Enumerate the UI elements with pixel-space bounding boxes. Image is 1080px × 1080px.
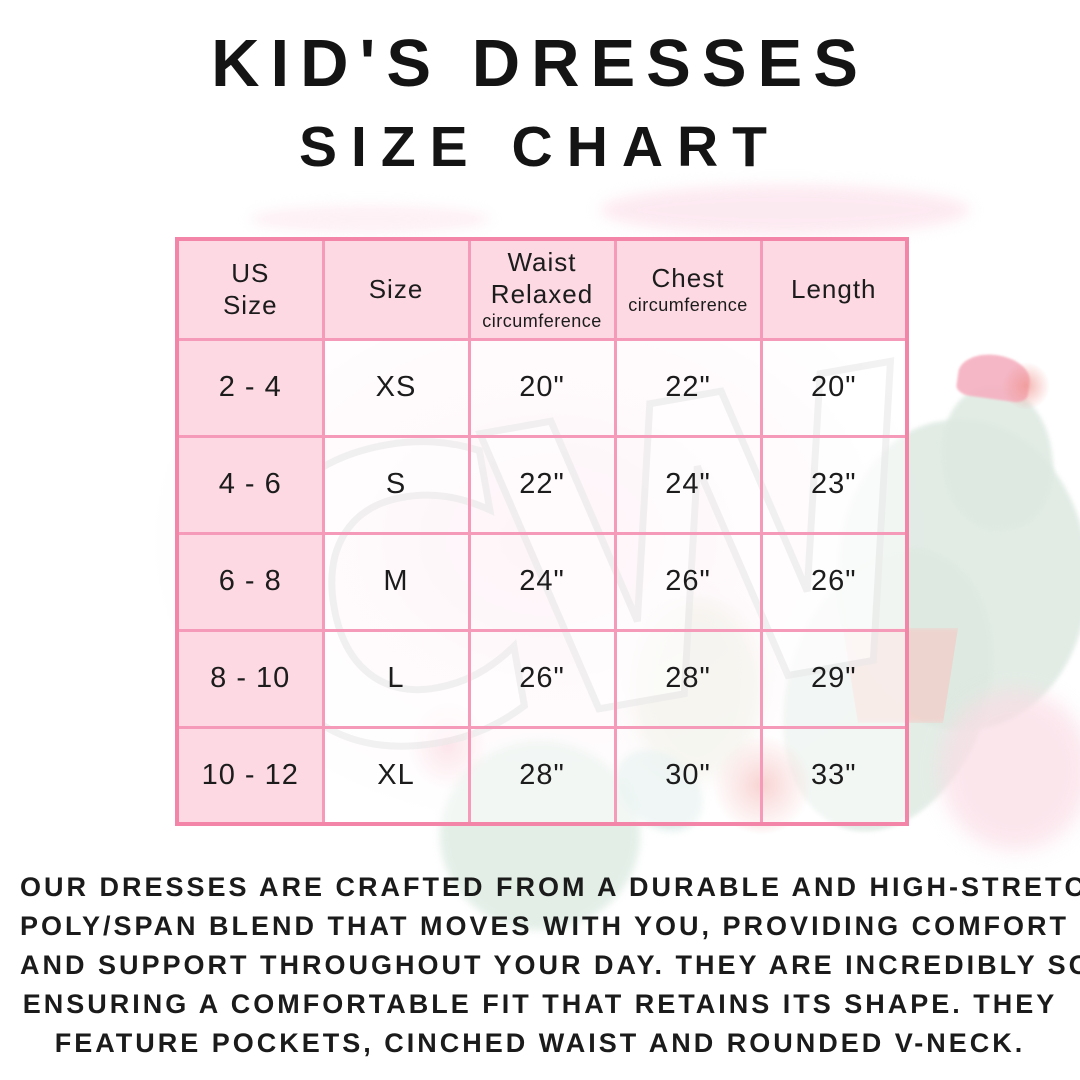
pink-wash-bottom-right (940, 690, 1080, 850)
description-line: AND SUPPORT THROUGHOUT YOUR DAY. THEY AR… (20, 950, 1080, 980)
header-length: Length (759, 237, 909, 341)
pink-wash-top-middle (250, 205, 490, 233)
chest-cell: 28" (613, 628, 763, 729)
size-cell: XL (321, 725, 471, 826)
chest-cell: 22" (613, 337, 763, 438)
chest-cell: 26" (613, 531, 763, 632)
pink-wash-top-right (600, 185, 970, 235)
length-cell: 23" (759, 434, 909, 535)
length-cell: 33" (759, 725, 909, 826)
waist-cell: 26" (467, 628, 617, 729)
description-line: FEATURE POCKETS, CINCHED WAIST AND ROUND… (54, 1028, 1026, 1058)
header-chest: Chest circumference (613, 237, 763, 341)
description-line: OUR DRESSES ARE CRAFTED FROM A DURABLE A… (20, 872, 1080, 902)
header-us-size: US Size (175, 237, 325, 341)
header-size: Size (321, 237, 471, 341)
chest-cell: 30" (613, 725, 763, 826)
size-chart-table-container: US Size Size Waist Relaxed circumference… (175, 237, 909, 826)
table-row: 2 - 4 XS 20" 22" 20" (175, 337, 909, 438)
product-description: OUR DRESSES ARE CRAFTED FROM A DURABLE A… (20, 868, 1080, 1063)
size-cell: M (321, 531, 471, 632)
table-header-row: US Size Size Waist Relaxed circumference… (175, 237, 909, 341)
size-cell: XS (321, 337, 471, 438)
red-flower-icon (1002, 362, 1050, 410)
size-cell: L (321, 628, 471, 729)
us-size-cell: 2 - 4 (175, 337, 325, 438)
description-line: ENSURING A COMFORTABLE FIT THAT RETAINS … (22, 989, 1058, 1019)
table-row: 8 - 10 L 26" 28" 29" (175, 628, 909, 729)
waist-cell: 22" (467, 434, 617, 535)
page-title: KID'S DRESSES (211, 26, 869, 101)
waist-cell: 28" (467, 725, 617, 826)
us-size-cell: 8 - 10 (175, 628, 325, 729)
chest-cell: 24" (613, 434, 763, 535)
title-block: KID'S DRESSES SIZE CHART (0, 30, 1080, 176)
table-row: 10 - 12 XL 28" 30" 33" (175, 725, 909, 826)
table-row: 6 - 8 M 24" 26" 26" (175, 531, 909, 632)
size-cell: S (321, 434, 471, 535)
description-line: POLY/SPAN BLEND THAT MOVES WITH YOU, PRO… (20, 911, 1070, 941)
table-row: 4 - 6 S 22" 24" 23" (175, 434, 909, 535)
header-waist-relaxed: Waist Relaxed circumference (467, 237, 617, 341)
us-size-cell: 10 - 12 (175, 725, 325, 826)
length-cell: 29" (759, 628, 909, 729)
size-chart-table: US Size Size Waist Relaxed circumference… (175, 237, 909, 826)
page-subtitle: SIZE CHART (299, 115, 781, 179)
length-cell: 26" (759, 531, 909, 632)
length-cell: 20" (759, 337, 909, 438)
us-size-cell: 6 - 8 (175, 531, 325, 632)
us-size-cell: 4 - 6 (175, 434, 325, 535)
waist-cell: 20" (467, 337, 617, 438)
waist-cell: 24" (467, 531, 617, 632)
